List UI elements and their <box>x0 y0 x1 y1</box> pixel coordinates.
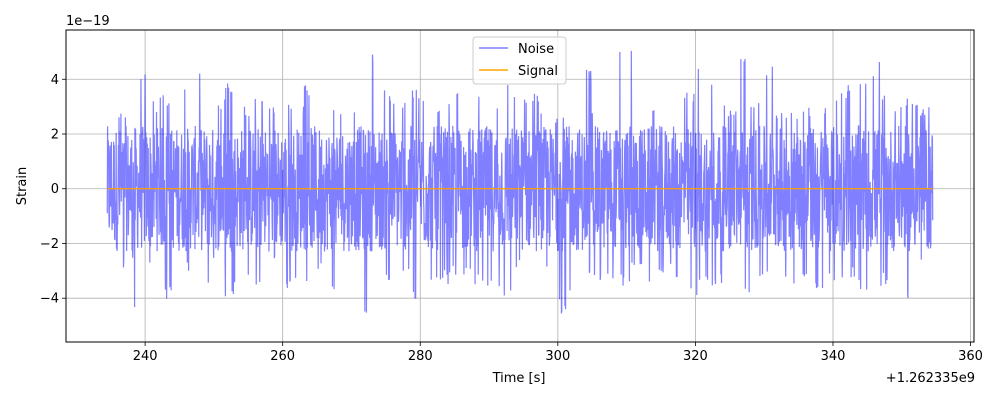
x-tick-label: 280 <box>408 349 433 364</box>
x-offset-label: +1.262335e9 <box>886 371 975 386</box>
legend-label-noise: Noise <box>518 42 554 57</box>
y-tick-label: 4 <box>51 73 59 88</box>
x-tick-label: 320 <box>683 349 708 364</box>
y-tick-label: −2 <box>40 237 59 252</box>
series-layer <box>106 50 934 315</box>
y-tick-label: 2 <box>51 128 59 143</box>
legend: Noise Signal <box>472 36 567 85</box>
legend-label-signal: Signal <box>518 64 558 79</box>
x-tick-label: 360 <box>958 349 983 364</box>
axis-ticks: 240 260 280 300 320 340 360 −4 −2 0 2 4 <box>40 73 983 364</box>
series-noise-line <box>106 50 934 315</box>
y-axis-label: Strain <box>15 167 30 206</box>
y-tick-label: 0 <box>51 182 59 197</box>
plot-frame <box>65 29 975 343</box>
x-tick-label: 260 <box>270 349 295 364</box>
x-tick-label: 300 <box>545 349 570 364</box>
x-axis-label: Time [s] <box>492 371 546 386</box>
y-tick-label: −4 <box>40 292 59 307</box>
x-tick-label: 340 <box>821 349 846 364</box>
y-scale-label: 1e−19 <box>66 14 110 29</box>
x-tick-label: 240 <box>133 349 158 364</box>
